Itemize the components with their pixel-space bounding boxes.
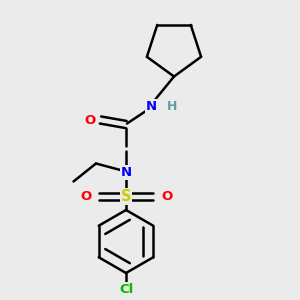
Text: N: N bbox=[146, 100, 157, 113]
Text: O: O bbox=[161, 190, 172, 203]
Text: O: O bbox=[80, 190, 91, 203]
Text: H: H bbox=[167, 100, 178, 113]
Text: S: S bbox=[121, 189, 131, 204]
Text: Cl: Cl bbox=[119, 283, 133, 296]
Text: O: O bbox=[84, 113, 96, 127]
Text: N: N bbox=[120, 166, 132, 179]
